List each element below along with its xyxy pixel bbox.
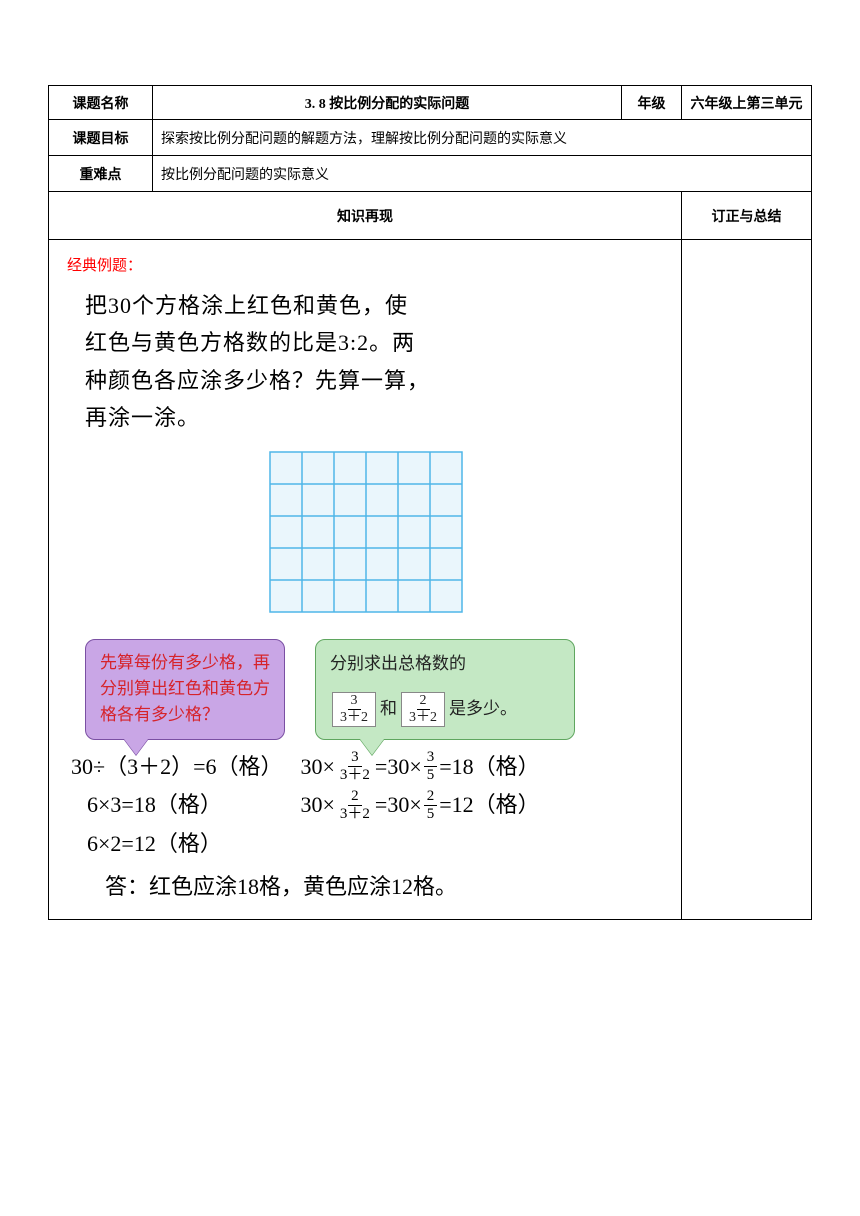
grade-value: 六年级上第三单元 bbox=[682, 86, 812, 120]
bubbles-row: 先算每份有多少格，再分别算出红色和黄色方格各有多少格？ 分别求出总格数的 33＋… bbox=[85, 639, 655, 740]
fraction-box: 23＋2 bbox=[401, 692, 445, 727]
calc-area: 30÷（3＋2）=6（格） 6×3=18（格） 6×2=12（格） 30× 33… bbox=[71, 748, 663, 864]
difficulty-value: 按比例分配问题的实际意义 bbox=[153, 156, 812, 192]
calc-line: 30÷（3＋2）=6（格） bbox=[71, 748, 282, 787]
fraction-box: 33＋2 bbox=[332, 692, 376, 727]
answer-text: 答：红色应涂18格，黄色应涂12格。 bbox=[105, 869, 663, 901]
example-label: 经典例题： bbox=[67, 254, 663, 275]
problem-text: 把30个方格涂上红色和黄色，使 红色与黄色方格数的比是3:2。两 种颜色各应涂多… bbox=[85, 287, 643, 437]
section-right: 订正与总结 bbox=[682, 192, 812, 240]
goal-row: 课题目标 探索按比例分配问题的解题方法，理解按比例分配问题的实际意义 bbox=[49, 120, 812, 156]
content-cell: 经典例题： 把30个方格涂上红色和黄色，使 红色与黄色方格数的比是3:2。两 种… bbox=[49, 240, 682, 920]
section-left: 知识再现 bbox=[49, 192, 682, 240]
calc-right: 30× 33＋2 =30× 35 =18（格） 30× 23＋2 =30× 25… bbox=[300, 748, 539, 864]
name-label: 课题名称 bbox=[49, 86, 153, 120]
section-row: 知识再现 订正与总结 bbox=[49, 192, 812, 240]
problem-line: 种颜色各应涂多少格？先算一算， bbox=[85, 362, 643, 399]
bubble-purple: 先算每份有多少格，再分别算出红色和黄色方格各有多少格？ bbox=[85, 639, 285, 740]
calc-line: 30× 23＋2 =30× 25 =12（格） bbox=[300, 786, 539, 825]
grid-svg bbox=[269, 451, 463, 613]
green-pre: 分别求出总格数的 bbox=[330, 651, 466, 677]
lesson-table: 课题名称 3. 8 按比例分配的实际问题 年级 六年级上第三单元 课题目标 探索… bbox=[48, 85, 812, 920]
notes-cell bbox=[682, 240, 812, 920]
problem-line: 把30个方格涂上红色和黄色，使 bbox=[85, 287, 643, 324]
calc-line: 30× 33＋2 =30× 35 =18（格） bbox=[300, 748, 539, 787]
problem-line: 再涂一涂。 bbox=[85, 399, 643, 436]
grid-diagram bbox=[269, 451, 461, 613]
calc-left: 30÷（3＋2）=6（格） 6×3=18（格） 6×2=12（格） bbox=[71, 748, 282, 864]
difficulty-row: 重难点 按比例分配问题的实际意义 bbox=[49, 156, 812, 192]
goal-value: 探索按比例分配问题的解题方法，理解按比例分配问题的实际意义 bbox=[153, 120, 812, 156]
grade-label: 年级 bbox=[622, 86, 682, 120]
bubble-green: 分别求出总格数的 33＋2 和 23＋2 是多少。 bbox=[315, 639, 575, 740]
calc-line: 6×2=12（格） bbox=[87, 825, 282, 864]
title-row: 课题名称 3. 8 按比例分配的实际问题 年级 六年级上第三单元 bbox=[49, 86, 812, 120]
goal-label: 课题目标 bbox=[49, 120, 153, 156]
problem-line: 红色与黄色方格数的比是3:2。两 bbox=[85, 324, 643, 361]
calc-line: 6×3=18（格） bbox=[87, 786, 282, 825]
difficulty-label: 重难点 bbox=[49, 156, 153, 192]
green-post: 是多少。 bbox=[449, 696, 517, 722]
lesson-title: 3. 8 按比例分配的实际问题 bbox=[153, 86, 622, 120]
content-row: 经典例题： 把30个方格涂上红色和黄色，使 红色与黄色方格数的比是3:2。两 种… bbox=[49, 240, 812, 920]
green-mid: 和 bbox=[380, 696, 397, 722]
